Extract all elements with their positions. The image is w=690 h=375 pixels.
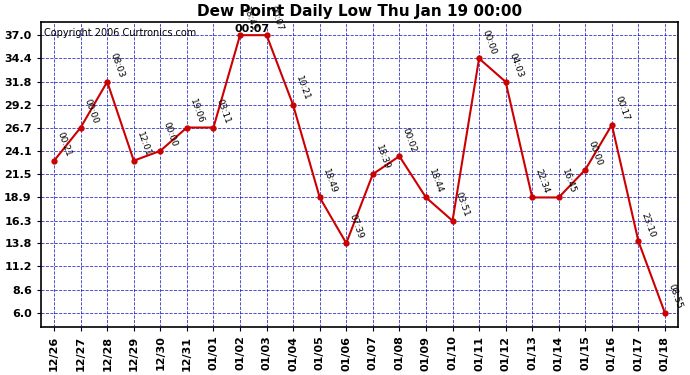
Text: 00:07: 00:07 — [235, 24, 270, 34]
Text: 18:49: 18:49 — [321, 167, 338, 195]
Text: 00:00: 00:00 — [586, 140, 604, 167]
Text: 08:55: 08:55 — [667, 283, 684, 310]
Text: 19:06: 19:06 — [188, 98, 206, 125]
Text: 03:51: 03:51 — [454, 190, 471, 218]
Text: 18:44: 18:44 — [427, 168, 444, 195]
Text: 00:02: 00:02 — [401, 126, 418, 153]
Text: 00:21: 00:21 — [55, 130, 72, 158]
Text: 12:01: 12:01 — [135, 130, 152, 158]
Text: 00:00: 00:00 — [480, 28, 497, 56]
Text: 22:34: 22:34 — [533, 168, 551, 195]
Text: 18:41: 18:41 — [241, 5, 259, 32]
Text: 03:11: 03:11 — [215, 98, 232, 125]
Text: 04:03: 04:03 — [507, 52, 524, 79]
Text: 00:00: 00:00 — [161, 121, 179, 148]
Text: 00:17: 00:17 — [613, 94, 631, 122]
Text: 23:10: 23:10 — [640, 211, 657, 238]
Text: 00:00: 00:00 — [82, 98, 99, 125]
Text: 08:03: 08:03 — [108, 52, 126, 79]
Text: 16:45: 16:45 — [560, 167, 578, 195]
Text: 07:39: 07:39 — [348, 213, 365, 240]
Text: 18:39: 18:39 — [374, 144, 391, 171]
Text: Copyright 2006 Curtronics.com: Copyright 2006 Curtronics.com — [44, 28, 196, 38]
Text: 00:07: 00:07 — [268, 5, 285, 32]
Text: 10:21: 10:21 — [295, 75, 312, 102]
Title: Dew Point Daily Low Thu Jan 19 00:00: Dew Point Daily Low Thu Jan 19 00:00 — [197, 4, 522, 19]
